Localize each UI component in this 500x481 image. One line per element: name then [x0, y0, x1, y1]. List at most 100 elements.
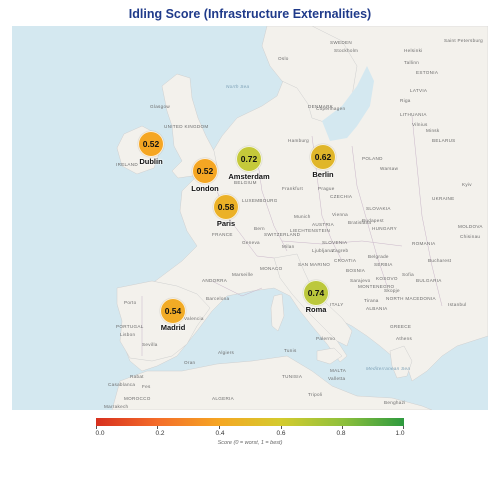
city-label-amsterdam: Amsterdam — [228, 172, 270, 181]
label-casablanca: Casablanca — [108, 382, 136, 387]
label-stockholm: Stockholm — [334, 48, 359, 53]
label-bratislava: Bratislava — [348, 220, 372, 225]
land-greece — [389, 345, 413, 379]
label-czechia: CZECHIA — [330, 194, 353, 199]
label-luxembourg: LUXEMBOURG — [242, 198, 278, 203]
label-andorra: ANDORRA — [202, 278, 228, 283]
label-france: FRANCE — [212, 232, 233, 237]
label-serbia: SERBIA — [374, 262, 393, 267]
label-north-sea: North Sea — [226, 84, 250, 89]
marker-madrid[interactable]: 0.54 — [160, 298, 186, 324]
colorbar-tickmark — [96, 426, 97, 429]
label-tunisia: TUNISIA — [282, 374, 303, 379]
city-label-berlin: Berlin — [312, 170, 334, 179]
label-riga: Riga — [400, 98, 411, 103]
marker-london[interactable]: 0.52 — [192, 158, 218, 184]
label-geneva: Geneva — [242, 240, 260, 245]
label-copenhagen: Copenhagen — [316, 106, 346, 111]
colorbar-tick-label: 0.2 — [155, 430, 165, 437]
colorbar — [96, 418, 404, 426]
label-united-kingdom: UNITED KINGDOM — [164, 124, 209, 129]
colorbar-tick-label: 0.6 — [276, 430, 286, 437]
label-kyiv: Kyiv — [462, 182, 472, 187]
label-belarus: BELARUS — [432, 138, 456, 143]
colorbar-tickmark — [281, 426, 282, 429]
label-porto: Porto — [124, 300, 137, 305]
label-san-marino: SAN MARINO — [298, 262, 331, 267]
label-malta: MALTA — [330, 368, 347, 373]
score-paris: 0.58 — [217, 202, 235, 212]
label-vienna: Vienna — [332, 212, 349, 217]
label-munich: Munich — [294, 214, 311, 219]
label-milan: Milan — [282, 244, 295, 249]
colorbar-tick-label: 1.0 — [395, 430, 405, 437]
label-belgrade: Belgrade — [368, 254, 389, 259]
label-lithuania: LITHUANIA — [400, 112, 427, 117]
label-oran: Oran — [184, 360, 196, 365]
label-bern: Bern — [254, 226, 265, 231]
marker-paris[interactable]: 0.58 — [213, 194, 239, 220]
label-sweden: SWEDEN — [330, 40, 352, 45]
label-austria: AUSTRIA — [312, 222, 335, 227]
label-barcelona: Barcelona — [206, 296, 230, 301]
label-benghazi: Benghazi — [384, 400, 406, 405]
label-lisbon: Lisbon — [120, 332, 136, 337]
marker-amsterdam[interactable]: 0.72 — [236, 146, 262, 172]
label-albania: ALBANIA — [366, 306, 388, 311]
map-area[interactable]: SWEDEN Stockholm Oslo Helsinki Saint Pet… — [12, 26, 488, 410]
city-label-paris: Paris — [216, 219, 236, 228]
label-minsk: Minsk — [426, 128, 440, 133]
label-frankfurt: Frankfurt — [282, 186, 304, 191]
label-oslo: Oslo — [278, 56, 289, 61]
label-skopje: Skopje — [384, 288, 400, 293]
baltic-sea — [322, 66, 374, 141]
label-ukraine: UKRAINE — [432, 196, 455, 201]
label-chisinau: Chisinau — [460, 234, 481, 239]
label-switzerland: SWITZERLAND — [264, 232, 301, 237]
label-slovakia: SLOVAKIA — [366, 206, 391, 211]
land-iberia — [116, 280, 211, 362]
score-berlin: 0.62 — [314, 152, 332, 162]
label-bulgaria: BULGARIA — [416, 278, 442, 283]
label-algiers: Algiers — [218, 350, 235, 355]
label-ljubljana: Ljubljana — [312, 248, 334, 253]
label-morocco: MOROCCO — [124, 396, 151, 401]
colorbar-tickmark — [403, 426, 404, 429]
score-amsterdam: 0.72 — [240, 154, 258, 164]
land-sicily — [316, 347, 343, 365]
label-vilnius: Vilnius — [412, 122, 428, 127]
label-north-macedonia: NORTH MACEDONIA — [386, 296, 436, 301]
score-london: 0.52 — [196, 166, 214, 176]
label-mediterranean-sea: Mediterranean Sea — [366, 366, 411, 371]
label-denmark: DENMARK — [308, 104, 334, 109]
label-sofia: Sofia — [402, 272, 414, 277]
label-sarajevo: Sarajevo — [350, 278, 371, 283]
city-label-madrid: Madrid — [160, 323, 186, 332]
label-saint-petersburg: Saint Petersburg — [444, 38, 484, 43]
label-moldova: MOLDOVA — [458, 224, 483, 229]
marker-dublin[interactable]: 0.52 — [138, 131, 164, 157]
label-slovenia: SLOVENIA — [322, 240, 348, 245]
score-roma: 0.74 — [307, 288, 325, 298]
colorbar-tickmark — [219, 426, 220, 429]
label-helsinki: Helsinki — [404, 48, 423, 53]
label-bucharest: Bucharest — [428, 258, 452, 263]
label-hungary: HUNGARY — [372, 226, 397, 231]
map-title: Idling Score (Infrastructure Externaliti… — [128, 7, 372, 21]
label-estonia: ESTONIA — [416, 70, 439, 75]
score-dublin: 0.52 — [142, 139, 160, 149]
label-bosnia: BOSNIA — [346, 268, 366, 273]
colorbar-tick-label: 0.4 — [215, 430, 225, 437]
label-belgium: BELGIUM — [234, 180, 257, 185]
label-monaco: MONACO — [260, 266, 283, 271]
basemap — [12, 26, 488, 410]
marker-roma[interactable]: 0.74 — [303, 280, 329, 306]
label-hamburg: Hamburg — [288, 138, 309, 143]
colorbar-tick-label: 0.0 — [95, 430, 105, 437]
label-liechtenstein: LIECHTENSTEIN — [290, 228, 331, 233]
colorbar-tickmark — [342, 426, 343, 429]
marker-berlin[interactable]: 0.62 — [310, 144, 336, 170]
label-tallinn: Tallinn — [404, 60, 420, 65]
label-warsaw: Warsaw — [380, 166, 399, 171]
land-africa — [111, 355, 433, 410]
